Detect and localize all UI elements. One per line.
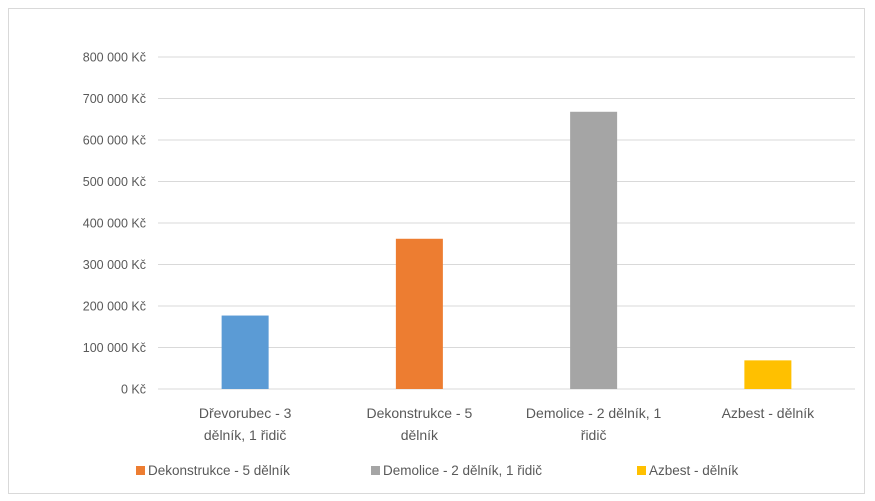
y-tick-label: 800 000 Kč xyxy=(83,51,146,65)
x-category-label: dělník xyxy=(401,427,439,443)
legend-swatch xyxy=(371,466,380,475)
legend-swatch xyxy=(136,466,145,475)
y-tick-label: 300 000 Kč xyxy=(83,258,146,272)
x-category-label: Dřevorubec - 3 xyxy=(199,405,292,421)
legend-swatch xyxy=(637,466,646,475)
legend-label: Dekonstrukce - 5 dělník xyxy=(148,463,290,478)
bar xyxy=(570,111,618,389)
x-category-label: dělník, 1 řidič xyxy=(204,427,286,443)
y-tick-label: 700 000 Kč xyxy=(83,92,146,106)
bar xyxy=(395,238,443,389)
x-category-label: Dekonstrukce - 5 xyxy=(366,405,472,421)
y-tick-label: 600 000 Kč xyxy=(83,134,146,148)
x-category-label: řidič xyxy=(581,427,607,443)
x-category-label: Azbest - dělník xyxy=(722,405,816,421)
legend-label: Demolice - 2 dělník, 1 řidič xyxy=(383,463,542,478)
x-category-label: Demolice - 2 dělník, 1 xyxy=(526,405,662,421)
y-tick-label: 400 000 Kč xyxy=(83,217,146,231)
y-tick-label: 0 Kč xyxy=(121,383,146,397)
y-tick-label: 100 000 Kč xyxy=(83,341,146,355)
y-tick-label: 500 000 Kč xyxy=(83,175,146,189)
bar xyxy=(221,315,269,389)
bar xyxy=(744,360,792,389)
legend-label: Azbest - dělník xyxy=(649,463,739,478)
y-tick-label: 200 000 Kč xyxy=(83,300,146,314)
